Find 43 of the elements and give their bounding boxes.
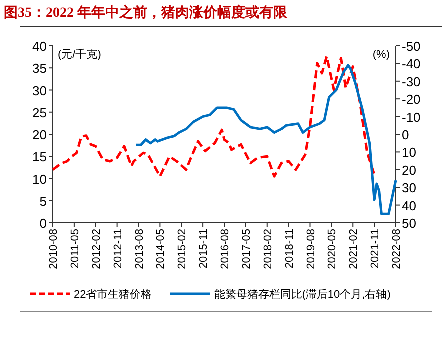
- x-tick-label: 2010-08: [48, 229, 60, 270]
- y-axis-title: (元/千克): [58, 48, 102, 61]
- x-tick-label: 2011-05: [69, 229, 82, 269]
- x-tick-label: 2012-02: [90, 229, 103, 270]
- y2-tick-label: -10: [402, 110, 421, 125]
- y2-tick-label: 40: [402, 198, 416, 214]
- y2-axis-title: (%): [372, 49, 390, 61]
- y-tick-label: 0: [40, 216, 47, 231]
- line-series: [135, 64, 398, 216]
- y-tick-label: 40: [32, 39, 47, 54]
- y2-tick-label: 30: [402, 180, 416, 196]
- y-tick-label: 20: [32, 128, 47, 142]
- x-tick-label: 2020-05: [326, 229, 339, 270]
- y-tick-label: 35: [32, 61, 47, 76]
- x-tick-label: 2018-11: [284, 229, 296, 269]
- y-tick-label: 10: [32, 172, 47, 187]
- x-tick-label: 2015-11: [198, 229, 210, 269]
- y-tick-label: 15: [32, 150, 47, 165]
- x-tick-label: 2013-08: [134, 229, 146, 270]
- x-tick-label: 2018-02: [262, 229, 274, 270]
- y2-tick-label: 20: [402, 162, 416, 178]
- x-tick-label: 2022-08: [391, 229, 403, 270]
- x-tick-label: 2021-02: [348, 229, 360, 270]
- x-tick-label: 2016-08: [220, 229, 232, 270]
- y2-tick-label: 10: [402, 145, 416, 160]
- y2-tick-label: -40: [402, 56, 421, 72]
- x-tick-label: 2021-11: [370, 229, 382, 269]
- legend-label: 能繁母猪存栏同比(滞后10个月,右轴): [214, 288, 391, 301]
- x-tick-label: 2014-05: [155, 229, 168, 270]
- chart-title: 图35：2022 年年中之前，猪肉涨价幅度或有限: [4, 4, 288, 21]
- y2-tick-label: -20: [402, 92, 421, 108]
- x-tick-label: 2019-08: [305, 229, 318, 270]
- y2-tick-label: -50: [402, 39, 421, 54]
- y-tick-label: 5: [40, 194, 47, 209]
- x-tick-label: 2017-05: [240, 229, 253, 270]
- y2-tick-label: -30: [402, 74, 421, 90]
- y-tick-label: 25: [32, 105, 47, 120]
- y2-tick-label: 50: [402, 216, 416, 231]
- legend-label: 22省市生猪价格: [74, 288, 152, 301]
- x-tick-label: 2015-02: [176, 229, 189, 270]
- y2-tick-label: 0: [402, 128, 410, 142]
- x-tick-label: 2012-11: [112, 229, 124, 269]
- y-tick-label: 30: [32, 83, 47, 98]
